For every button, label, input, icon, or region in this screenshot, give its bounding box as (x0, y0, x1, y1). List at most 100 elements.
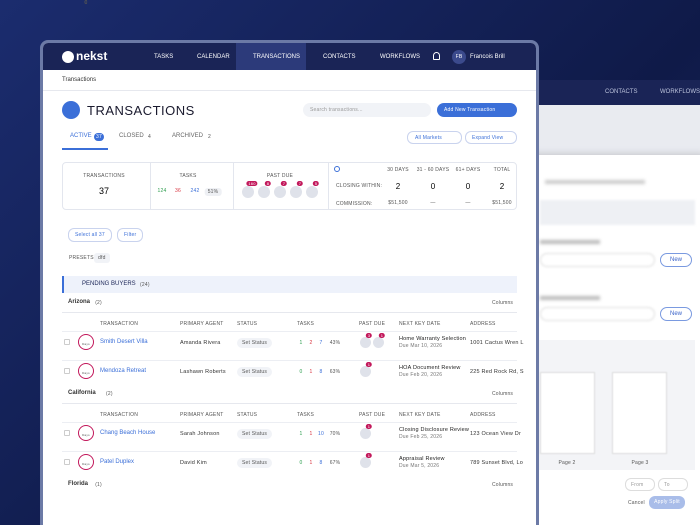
logo-mark (62, 51, 74, 63)
avatar[interactable] (452, 50, 466, 64)
avatar (360, 457, 371, 468)
page-thumb (612, 372, 667, 454)
columns-button[interactable]: Columns (492, 482, 514, 488)
past-due-badge: 3 (365, 333, 373, 338)
checkbox[interactable] (64, 339, 70, 345)
table-header: PAST DUE (359, 412, 386, 418)
transaction-name[interactable]: Patel Duplex (100, 459, 135, 465)
breadcrumb[interactable]: Transactions (62, 77, 97, 83)
task-count: 70% (329, 431, 341, 437)
blur-input (540, 253, 655, 267)
transaction-name[interactable]: Smith Desert Villa (100, 339, 148, 345)
nav-item[interactable]: CONTACTS (323, 54, 356, 60)
task-count: 63% (329, 369, 341, 375)
task-count: 1 (309, 460, 313, 466)
status-chip[interactable]: Set Status (237, 367, 273, 377)
past-due-badge: 160 (246, 181, 258, 186)
group-name: California (68, 390, 96, 396)
new-button[interactable]: New (660, 253, 692, 267)
nav-item[interactable]: TRANSACTIONS (253, 54, 301, 60)
preset-chip[interactable]: dfd (94, 253, 110, 263)
presets-label: PRESETS (69, 255, 94, 261)
add-button[interactable]: Add New Transaction (437, 103, 517, 117)
task-count: 67% (329, 460, 341, 466)
transaction-name[interactable]: Mendoza Retreat (100, 368, 147, 374)
past-due-badge: 8 (264, 181, 272, 186)
table-header: NEXT KEY DATE (399, 412, 441, 418)
table-header: TASKS (297, 412, 315, 418)
address: 789 Sunset Blvd, Lo (470, 460, 524, 466)
apply-label: Apply Split (654, 499, 680, 505)
summary-value: 37 (98, 186, 110, 196)
task-count: 36 (175, 188, 181, 194)
divider (328, 162, 329, 210)
cancel-button[interactable]: Cancel (628, 500, 645, 506)
user-name[interactable]: Francois Brill (470, 54, 505, 60)
search-box[interactable]: Search transactions... (303, 103, 431, 117)
checkbox[interactable] (64, 459, 70, 465)
days-label: Days (82, 462, 90, 466)
transaction-name[interactable]: Chang Beach House (100, 430, 156, 436)
columns-button[interactable]: Columns (492, 391, 514, 397)
summary-label: TASKS (179, 173, 197, 179)
days-count: 0 (84, 0, 88, 6)
task-count: 1 (299, 431, 303, 437)
table-header: TRANSACTION (100, 412, 139, 418)
bg-nav-item: WORKFLOWS (660, 89, 700, 95)
task-count: 8 (319, 369, 323, 375)
tab[interactable]: CLOSED (119, 133, 144, 139)
nav-item[interactable]: TASKS (154, 54, 174, 60)
nav-item[interactable]: CALENDAR (197, 54, 230, 60)
table-header: NEXT KEY DATE (399, 321, 441, 327)
table-header: PRIMARY AGENT (180, 321, 224, 327)
blur-box (540, 200, 695, 225)
closing-header: 30 DAYS (387, 167, 409, 173)
agent: Sarah Johnson (180, 431, 220, 437)
bell-icon[interactable] (433, 52, 440, 60)
summary-label: PAST DUE (266, 173, 294, 179)
blur-line (540, 240, 600, 244)
new-button[interactable]: New (660, 307, 692, 321)
task-count: 1 (309, 369, 313, 375)
row-divider (62, 422, 517, 423)
markets-button[interactable]: All Markets (407, 131, 462, 144)
select-all-button[interactable]: Select all 37 (68, 228, 112, 242)
days-label: Days (82, 433, 90, 437)
days-badge (78, 454, 94, 470)
row-divider (62, 331, 517, 332)
due-date: Due Feb 25, 2026 (399, 434, 443, 440)
row-divider (62, 360, 517, 361)
info-icon[interactable] (334, 166, 340, 172)
tab[interactable]: ACTIVE (70, 133, 92, 139)
key-date: HOA Document Review (399, 365, 461, 371)
avatar (274, 186, 286, 198)
closing-value: 2 (499, 182, 505, 191)
days-count: 0 (84, 0, 88, 6)
task-count: 10 (318, 431, 324, 437)
checkbox[interactable] (64, 368, 70, 374)
days-count: 0 (84, 0, 88, 6)
tab[interactable]: ARCHIVED (172, 133, 204, 139)
divider (150, 162, 151, 210)
closing-header: TOTAL (493, 167, 511, 173)
status-chip[interactable]: Set Status (237, 338, 273, 348)
days-badge (78, 363, 94, 379)
to-input[interactable]: To (658, 478, 688, 491)
past-due-badge: 1 (365, 453, 373, 458)
blur-input (540, 307, 655, 321)
status-chip[interactable]: Set Status (237, 429, 273, 439)
nav-item[interactable]: WORKFLOWS (380, 54, 420, 60)
checkbox[interactable] (64, 430, 70, 436)
table-header-bar (62, 312, 517, 313)
from-input[interactable]: From (625, 478, 655, 491)
avatar (306, 186, 318, 198)
markets-label: All Markets (415, 135, 442, 141)
filter-button[interactable]: Filter (117, 228, 144, 242)
columns-button[interactable]: Columns (492, 300, 514, 306)
task-count: 1 (309, 431, 313, 437)
expand-button[interactable]: Expand View (465, 131, 517, 144)
apply-button[interactable]: Apply Split (649, 496, 685, 509)
agent: David Kim (180, 460, 207, 466)
status-chip[interactable]: Set Status (237, 458, 273, 468)
due-date: Due Mar 5, 2026 (399, 463, 440, 469)
